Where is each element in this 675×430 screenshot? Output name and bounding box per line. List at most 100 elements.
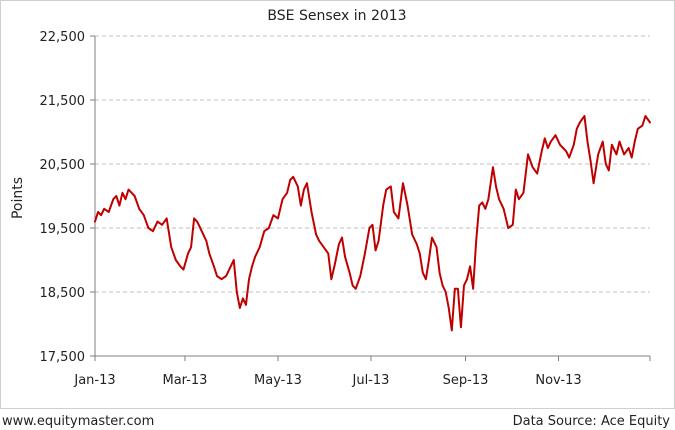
- data-point: [547, 147, 549, 149]
- data-point: [100, 214, 102, 216]
- data-point: [213, 265, 215, 268]
- data-point: [562, 147, 564, 149]
- data-point: [323, 246, 325, 248]
- data-point: [359, 275, 361, 277]
- data-point: [121, 192, 124, 194]
- data-point: [165, 217, 168, 220]
- data-point: [448, 307, 450, 309]
- data-point: [550, 140, 552, 143]
- data-point: [597, 153, 599, 156]
- data-point: [579, 121, 581, 124]
- data-point: [568, 156, 570, 159]
- data-point: [583, 115, 586, 117]
- data-point: [344, 256, 346, 258]
- data-point: [208, 252, 211, 255]
- data-point: [239, 307, 241, 309]
- data-point: [156, 220, 159, 223]
- data-point: [318, 240, 320, 242]
- data-point: [438, 272, 441, 274]
- data-point: [187, 252, 189, 255]
- data-point: [634, 140, 636, 143]
- data-point: [242, 297, 244, 300]
- data-point: [179, 265, 182, 268]
- data-point: [315, 233, 317, 236]
- data-point: [565, 150, 567, 152]
- data-point: [306, 182, 308, 184]
- data-point: [196, 220, 198, 223]
- data-point: [220, 278, 223, 280]
- data-point: [182, 268, 185, 271]
- data-point: [205, 240, 207, 242]
- footer-website: www.equitymaster.com: [2, 414, 154, 429]
- data-point: [258, 246, 261, 248]
- x-tick-label: Sep-13: [443, 373, 489, 388]
- data-point: [170, 246, 172, 248]
- data-point: [484, 208, 487, 210]
- data-point: [333, 265, 336, 268]
- data-point: [522, 192, 525, 194]
- data-point: [108, 211, 110, 213]
- x-tick-label: Jan-13: [73, 373, 115, 388]
- data-point: [605, 163, 607, 165]
- data-point: [118, 204, 121, 207]
- data-point: [498, 198, 500, 200]
- data-point: [454, 288, 456, 290]
- data-point: [441, 284, 444, 287]
- data-point: [518, 198, 520, 200]
- data-point: [152, 230, 154, 232]
- data-point: [281, 198, 284, 200]
- data-point: [382, 204, 384, 207]
- data-point: [478, 204, 480, 207]
- y-tick-label: 19,500: [40, 222, 86, 237]
- data-point: [310, 211, 313, 213]
- data-point: [393, 211, 395, 213]
- data-point: [460, 326, 462, 328]
- data-point: [631, 156, 633, 159]
- grid-layer: [95, 35, 650, 293]
- data-point: [368, 227, 371, 229]
- data-point: [559, 144, 561, 146]
- data-point: [124, 198, 127, 200]
- data-point: [515, 188, 517, 191]
- x-tick-label: Mar-13: [162, 373, 207, 388]
- data-point: [435, 246, 438, 248]
- data-point: [94, 220, 96, 223]
- data-point: [268, 227, 270, 229]
- data-point: [611, 144, 613, 146]
- series-layer: [94, 115, 651, 332]
- data-point: [541, 150, 543, 152]
- data-point: [536, 172, 538, 175]
- data-point: [544, 137, 546, 140]
- y-tick-label: 20,500: [40, 158, 86, 173]
- data-point: [637, 128, 639, 130]
- data-point: [397, 217, 400, 220]
- data-point: [463, 284, 465, 287]
- axes-layer: 17,500 18,500 19,500 20,500 21,500 22,500 Jan-…: [40, 30, 651, 388]
- data-point: [390, 185, 392, 188]
- x-tick-label: Jul-13: [352, 373, 390, 388]
- data-point: [341, 236, 343, 239]
- data-point: [411, 233, 413, 236]
- data-point: [531, 166, 534, 168]
- data-point: [377, 240, 380, 242]
- data-point: [602, 140, 604, 143]
- data-point: [586, 140, 589, 143]
- data-point: [272, 214, 275, 216]
- data-point: [236, 291, 238, 293]
- data-point: [193, 217, 195, 220]
- data-point: [289, 179, 291, 181]
- data-point: [348, 272, 351, 274]
- data-point: [230, 265, 232, 268]
- data-point: [103, 208, 105, 210]
- data-point: [233, 259, 235, 261]
- data-point: [502, 208, 505, 210]
- data-point: [338, 243, 340, 245]
- data-point: [406, 204, 409, 207]
- data-point: [615, 153, 618, 156]
- data-point: [512, 224, 514, 226]
- data-point: [554, 134, 557, 136]
- data-point: [216, 275, 218, 277]
- data-point: [351, 284, 354, 287]
- data-point: [576, 128, 578, 130]
- data-point: [143, 214, 145, 216]
